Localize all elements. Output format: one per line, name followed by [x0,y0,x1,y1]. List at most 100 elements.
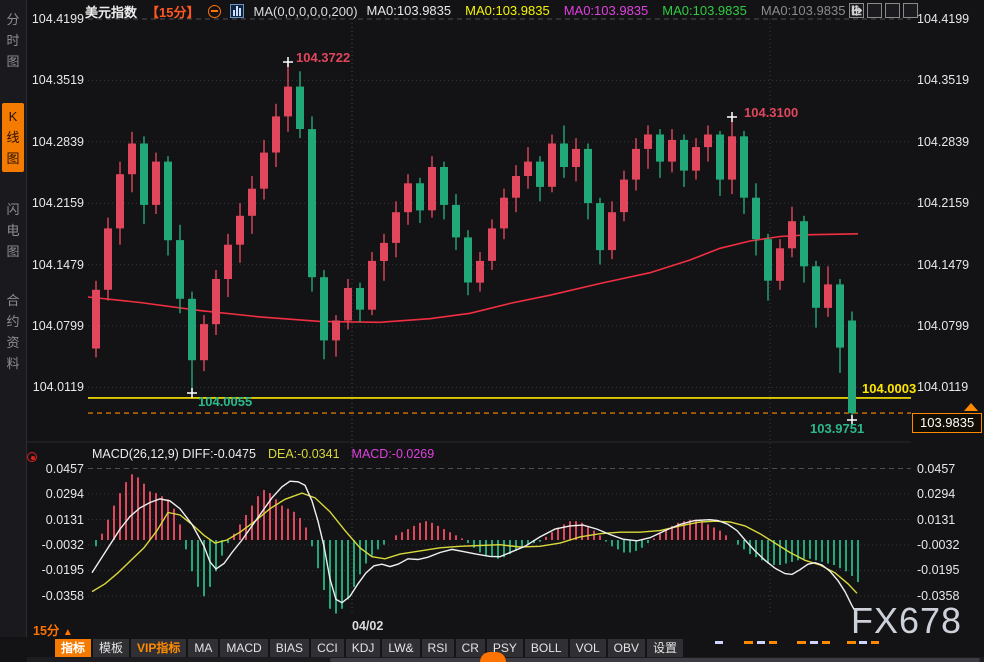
price-annotation: 104.3722 [296,50,351,65]
bottom-scrollbar-thumb[interactable] [330,658,980,662]
price-annotation: 104.0055 [198,394,253,409]
ma-value: MA0:103.9835 [563,3,649,18]
candle [704,134,712,148]
candle [536,161,544,187]
scale-axis-left-icon[interactable] [851,3,882,18]
right-axis-label: 0.0294 [917,487,956,502]
candle [272,116,280,153]
tab-VOL[interactable]: VOL [569,639,608,658]
candle [140,143,148,205]
tab-LW&[interactable]: LW& [382,639,422,658]
price-up-arrow-icon [964,403,978,411]
dock-panel-icon[interactable] [852,3,918,18]
extreme-cross-marker [727,112,737,122]
chart-type-icon[interactable] [230,4,245,18]
right-axis-label: 0.0131 [917,512,956,527]
diff-line [91,480,858,615]
tab-KDJ[interactable]: KDJ [345,639,383,658]
x-axis-date-label: 04/02 [352,619,384,633]
left-axis-label: 104.2159 [31,196,84,211]
tab-模板[interactable]: 模板 [93,639,132,658]
macd-dea-value: DEA:-0.0341 [267,447,340,461]
macd-formula-diff: MACD(26,12,9) DIFF:-0.0475 [92,447,256,461]
candle [248,188,256,216]
candle [116,174,124,229]
candle [476,260,484,283]
clipped-label-fragment [847,641,856,644]
candle [236,215,244,245]
sidebar-item-3[interactable]: 闪电图 [6,202,20,259]
right-axis-label: 104.4199 [917,12,970,26]
candle [656,134,664,162]
scale-axis-right-icon[interactable] [851,3,900,18]
indicator-alert-icon[interactable] [27,452,37,462]
ma-values: MA0:103.9835 MA0:103.9835 MA0:103.9835 MA0:… [367,2,860,20]
clipped-label-fragment [871,641,879,644]
left-axis-label: 104.2839 [31,134,84,149]
tab-设置[interactable]: 设置 [646,639,685,658]
right-axis-label: 104.0119 [917,380,969,395]
candle [368,260,376,310]
extreme-cross-marker [283,57,293,67]
left-axis-label: -0.0032 [41,538,84,552]
candle [524,161,532,176]
candle [848,320,856,414]
candle [284,86,292,117]
right-axis-label: 104.0799 [917,319,970,334]
tab-CCI[interactable]: CCI [311,639,346,658]
left-axis-label: 0.0131 [45,512,84,527]
left-axis-label: -0.0195 [41,563,84,578]
clipped-label-fragment [859,641,867,644]
tab-RSI[interactable]: RSI [421,639,456,658]
sidebar-item-4[interactable]: 合约资料 [6,293,20,371]
candle [548,143,556,187]
clipped-label-fragment [822,641,830,644]
candle [692,147,700,171]
clipped-label-fragment [797,641,806,644]
tab-MA[interactable]: MA [188,639,221,658]
candle [500,197,508,229]
candle [344,288,352,321]
candle [680,139,688,171]
candle [296,86,304,129]
candles [92,62,856,421]
candle [488,228,496,261]
candle [224,244,232,279]
candle [176,240,184,299]
interval-selector[interactable]: 15分 ▲ [33,624,73,638]
tab-BIAS[interactable]: BIAS [269,639,312,658]
tab-CR[interactable]: CR [455,639,487,658]
candle [740,136,748,198]
tab-MACD[interactable]: MACD [220,639,270,658]
candle [836,284,844,348]
tab-BOLL[interactable]: BOLL [524,639,570,658]
candle [308,129,316,278]
timeframe-label: 【15分】 [146,4,200,20]
candle [212,279,220,325]
tab-指标[interactable]: 指标 [55,639,94,658]
macd-macd-value: MACD:-0.0269 [351,447,435,461]
candle [728,136,736,180]
collapse-circle-icon[interactable] [208,4,222,18]
tab-VIP指标[interactable]: VIP指标 [131,639,189,658]
right-axis-label: -0.0032 [917,538,960,552]
right-axis-label: -0.0195 [917,563,960,578]
right-axis-label: -0.0358 [917,588,960,603]
candle [188,298,196,361]
candle [416,183,424,211]
candle [164,161,172,241]
chart-header: 美元指数 【15分】 MA(0,0,0,0,0,200) MA0:103.983… [85,2,859,20]
candle [464,237,472,283]
candle [200,324,208,361]
right-axis-label: 104.1479 [917,257,970,272]
tab-OBV[interactable]: OBV [607,639,647,658]
indicator-tab-bar: 指标 模板 VIP指标 MA MACD BIAS CCI KDJ LW& RSI CR PSY BOLL… [55,639,685,658]
candle [776,248,784,281]
sidebar-item-1[interactable]: 分时图 [6,12,20,69]
clipped-label-fragment [769,641,777,644]
extreme-cross-marker [187,388,197,398]
scrollbar-grip[interactable] [480,652,506,662]
